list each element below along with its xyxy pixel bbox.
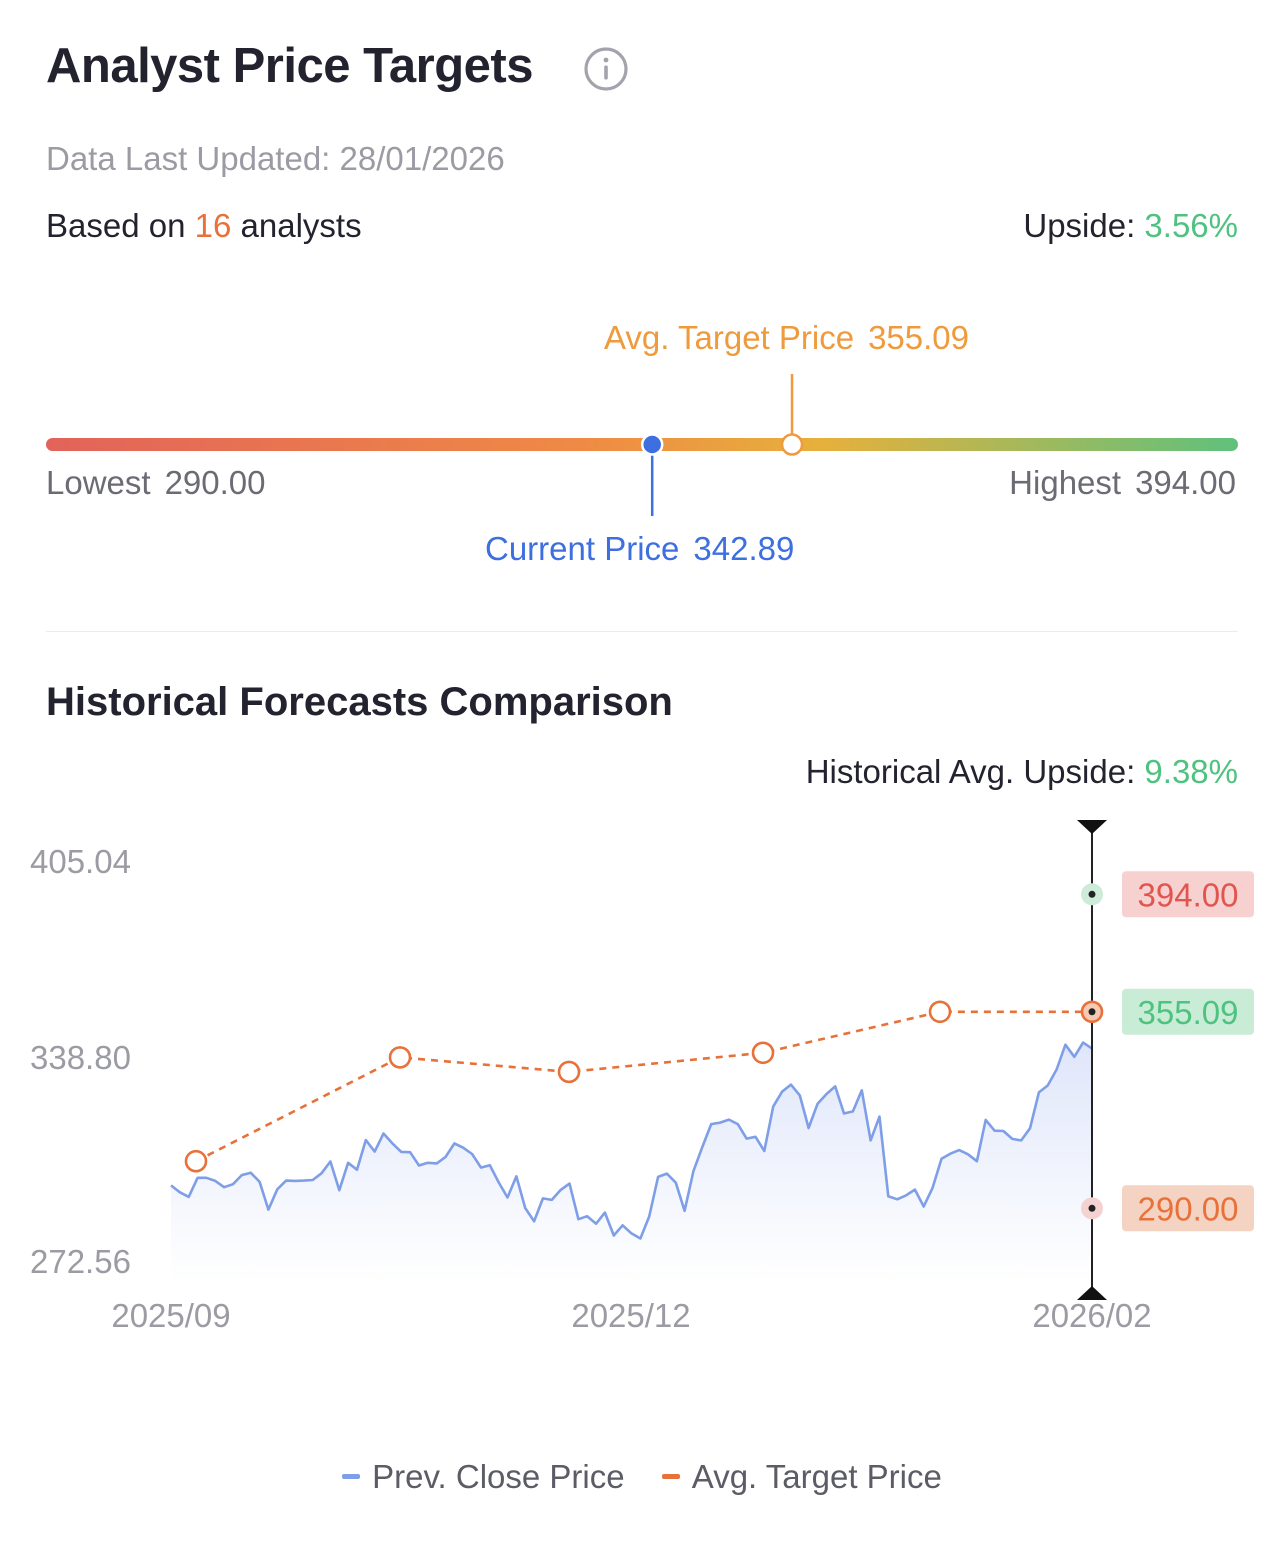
y-tick-label: 272.56 — [30, 1243, 131, 1280]
avg-target-label: Avg. Target Price 355.09 — [604, 319, 969, 357]
badge-highest-text: 394.00 — [1138, 876, 1239, 913]
updated-label: Data Last Updated: — [46, 140, 331, 177]
crosshair-top-triangle — [1077, 820, 1107, 834]
legend-label-target: Avg. Target Price — [691, 1458, 942, 1495]
hist-upside-value: 9.38% — [1144, 753, 1238, 790]
lowest-target-dot — [1088, 1204, 1096, 1212]
badge-lowest-text: 290.00 — [1138, 1190, 1239, 1227]
lowest-label: Lowest 290.00 — [46, 464, 266, 502]
upside-label: Upside: — [1023, 207, 1136, 244]
avg-target-point — [751, 1041, 775, 1065]
x-tick-label: 2025/09 — [111, 1297, 230, 1334]
historical-forecast-chart[interactable]: 405.04 338.80 272.56 2025/09 2025/12 202… — [0, 800, 1284, 1360]
crosshair-dot-avg — [1088, 1008, 1096, 1016]
avg-target-value: 355.09 — [868, 319, 970, 356]
current-price-label-text: Current Price — [485, 530, 680, 567]
close-price-area — [171, 1042, 1092, 1283]
current-price-value: 342.89 — [693, 530, 795, 567]
highest-target-dot — [1088, 890, 1096, 898]
y-tick-label: 405.04 — [30, 843, 131, 880]
x-tick-label: 2026/02 — [1032, 1297, 1151, 1334]
highest-value: 394.00 — [1135, 464, 1236, 501]
badge-highest-bg — [1122, 871, 1254, 918]
highest-label: Highest 394.00 — [1009, 464, 1236, 502]
based-suffix: analysts — [240, 207, 362, 244]
avg-target-line — [195, 1010, 1092, 1163]
section-divider — [46, 631, 1238, 632]
close-price-line — [170, 1041, 1093, 1240]
lowest-label-text: Lowest — [46, 464, 151, 501]
based-prefix: Based on — [46, 207, 186, 244]
page-title: Analyst Price Targets — [46, 39, 533, 93]
legend-swatch-target — [661, 1473, 680, 1479]
avg-target-point — [928, 1000, 952, 1024]
analyst-count: 16 — [194, 207, 232, 244]
badge-lowest-bg — [1122, 1185, 1254, 1232]
avg-target-point — [388, 1046, 412, 1069]
analyst-count-text: Based on 16 analysts — [46, 207, 362, 245]
current-price-label: Current Price 342.89 — [485, 530, 794, 568]
upside-value: 3.56% — [1144, 207, 1238, 244]
avg-target-label-text: Avg. Target Price — [604, 319, 855, 356]
y-tick-label: 338.80 — [30, 1039, 131, 1076]
x-tick-label: 2025/12 — [571, 1297, 690, 1334]
upside-text: Upside: 3.56% — [1023, 207, 1238, 245]
historical-section-title: Historical Forecasts Comparison — [46, 680, 673, 724]
legend-item-target-price[interactable]: Avg. Target Price — [661, 1458, 942, 1496]
avg-target-point — [184, 1149, 208, 1173]
legend-item-close-price[interactable]: Prev. Close Price — [342, 1458, 625, 1496]
highest-label-text: Highest — [1009, 464, 1122, 501]
avg-target-marker — [780, 433, 804, 456]
badge-avg-target-bg — [1122, 988, 1254, 1035]
badge-avg-target-text: 355.09 — [1138, 994, 1239, 1031]
legend-label-close: Prev. Close Price — [372, 1458, 625, 1495]
historical-avg-upside: Historical Avg. Upside: 9.38% — [806, 753, 1238, 791]
hist-upside-label: Historical Avg. Upside: — [805, 753, 1136, 790]
legend-swatch-close — [342, 1473, 361, 1479]
crosshair-bottom-triangle — [1077, 1286, 1107, 1300]
current-price-marker — [640, 433, 664, 456]
chart-legend: Prev. Close Price Avg. Target Price — [0, 1458, 1284, 1496]
info-icon[interactable] — [583, 46, 629, 92]
updated-value: 28/01/2026 — [339, 140, 505, 177]
avg-target-point — [557, 1060, 581, 1084]
lowest-value: 290.00 — [164, 464, 266, 501]
data-last-updated: Data Last Updated: 28/01/2026 — [46, 140, 505, 178]
price-range-bar — [46, 374, 1238, 516]
